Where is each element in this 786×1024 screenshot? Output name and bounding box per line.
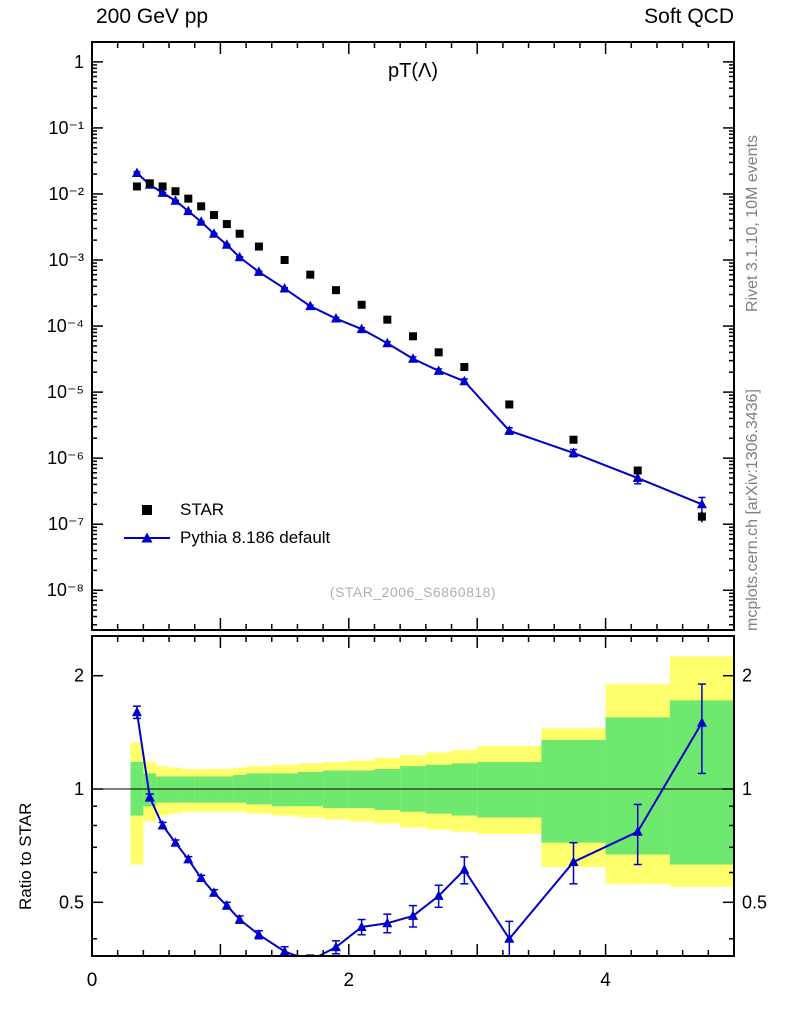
svg-text:10⁻³: 10⁻³	[48, 250, 84, 270]
svg-text:2: 2	[344, 970, 355, 991]
legend-label-star: STAR	[180, 500, 225, 519]
svg-text:0.5: 0.5	[59, 892, 84, 912]
observable-title: pT(Λ)	[387, 60, 439, 82]
header-process-label: Soft QCD	[644, 5, 734, 28]
legend: STAR Pythia 8.186 default	[122, 496, 330, 552]
header-beam-label: 200 GeV pp	[96, 5, 209, 28]
svg-text:10⁻⁸: 10⁻⁸	[47, 580, 84, 600]
ratio-axis-title: Ratio to STAR	[16, 802, 35, 910]
svg-text:10⁻⁵: 10⁻⁵	[47, 382, 84, 402]
svg-text:4: 4	[600, 970, 611, 991]
analysis-id-watermark: (STAR_2006_S6860818)	[329, 584, 497, 600]
svg-text:2: 2	[74, 666, 84, 686]
mcplots-arxiv-note: mcplots.cern.ch [arXiv:1306.3436]	[744, 389, 761, 631]
legend-item-star: STAR	[122, 496, 330, 524]
pythia-triangle-line-marker-icon	[122, 531, 172, 545]
svg-text:10⁻¹: 10⁻¹	[48, 118, 84, 138]
rivet-version-note: Rivet 3.1.10, 10M events	[744, 135, 761, 312]
legend-label-pythia: Pythia 8.186 default	[180, 528, 331, 547]
svg-text:10⁻⁶: 10⁻⁶	[47, 448, 84, 468]
svg-text:10⁻⁷: 10⁻⁷	[48, 514, 84, 534]
legend-item-pythia: Pythia 8.186 default	[122, 524, 330, 552]
svg-text:10⁻²: 10⁻²	[48, 184, 84, 204]
svg-text:10⁻⁴: 10⁻⁴	[47, 316, 84, 336]
svg-text:1: 1	[74, 52, 84, 72]
svg-text:1: 1	[742, 779, 752, 799]
svg-text:1: 1	[74, 779, 84, 799]
svg-text:0: 0	[87, 970, 98, 991]
svg-text:0.5: 0.5	[742, 892, 767, 912]
svg-text:2: 2	[742, 666, 752, 686]
star-square-marker-icon	[122, 505, 172, 515]
